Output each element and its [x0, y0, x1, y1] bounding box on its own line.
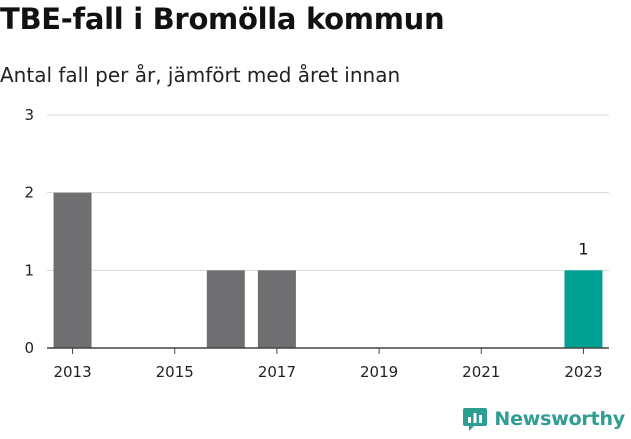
bar-chart: 1 0 1 2 3 2013 2015 2017 2019 2021 2023: [24, 106, 609, 381]
x-tick-label: 2023: [564, 363, 602, 381]
y-tick-label: 0: [24, 339, 34, 357]
chart-title: TBE-fall i Bromölla kommun: [0, 2, 445, 36]
x-tick-label: 2017: [258, 363, 296, 381]
x-tick-label: 2015: [156, 363, 194, 381]
bar: [206, 270, 245, 348]
newsworthy-logo-icon: [463, 408, 488, 431]
gridlines: [47, 114, 609, 271]
bars: 1: [53, 192, 603, 348]
y-tick-label: 2: [24, 184, 34, 202]
x-tick-label: 2013: [53, 363, 91, 381]
y-tick-label: 3: [24, 106, 34, 124]
y-tick-label: 1: [24, 261, 34, 279]
bar: [564, 270, 603, 348]
x-tick-label: 2021: [462, 363, 500, 381]
chart-subtitle: Antal fall per år, jämfört med året inna…: [0, 63, 401, 87]
axes: 0 1 2 3 2013 2015 2017 2019 2021 2023: [24, 106, 609, 381]
bar: [53, 192, 92, 348]
x-tick-label: 2019: [360, 363, 398, 381]
newsworthy-logo[interactable]: Newsworthy: [462, 406, 625, 432]
newsworthy-logo-text: Newsworthy: [494, 408, 625, 430]
bar: [257, 270, 296, 348]
data-label: 1: [578, 239, 588, 258]
